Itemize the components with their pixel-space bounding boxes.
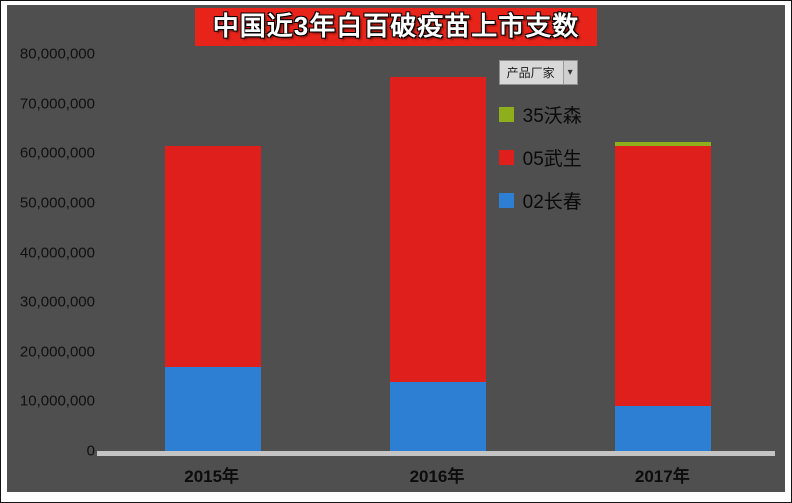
x-labels: 2015年 2016年 2017年 [99,462,785,487]
bar-segment-35沃森[interactable] [614,142,711,146]
legend-item-02长春[interactable]: 02长春 [498,187,582,214]
chart-title: 中国近3年白百破疫苗上市支数 [194,8,598,47]
bar-segment-05武生[interactable] [614,145,711,407]
legend-dropdown-label: 产品厂家 [506,66,555,81]
legend-item-35沃森[interactable]: 35沃森 [498,101,582,128]
y-tick-label: 70,000,000 [19,95,95,113]
plot-area: 产品厂家 ▾ 35沃森 05武生 02长春 [97,54,775,456]
legend-items: 35沃森 05武生 02长春 [498,101,582,214]
legend-swatch [498,193,514,209]
bar-2017年[interactable] [614,54,711,451]
bar-2015年[interactable] [165,54,262,451]
bars-container [101,54,775,451]
legend: 产品厂家 ▾ 35沃森 05武生 02长春 [498,60,582,214]
x-axis: 2015年 2016年 2017年 [7,456,785,492]
y-tick-label: 20,000,000 [19,343,95,361]
y-tick-container: 80,000,000 70,000,000 60,000,000 50,000,000… [9,46,101,460]
x-tick-label: 2017年 [634,466,690,486]
legend-label: 02长春 [522,192,582,214]
bar-segment-02长春[interactable] [614,406,711,451]
legend-item-05武生[interactable]: 05武生 [498,144,582,171]
legend-label: 05武生 [522,149,582,171]
bar-segment-05武生[interactable] [389,76,486,382]
legend-swatch [498,150,514,166]
x-tick-label: 2015年 [184,466,240,486]
bar-2016年[interactable] [389,54,486,451]
bar-segment-02长春[interactable] [165,366,262,451]
y-tick-label: 50,000,000 [19,194,95,212]
y-axis: 80,000,000 70,000,000 60,000,000 50,000,000… [9,46,101,460]
chart-area: 中国近3年白百破疫苗上市支数 80,000,000 70,000,000 60,00… [7,5,785,492]
y-tick-label: 60,000,000 [19,144,95,162]
bar-segment-05武生[interactable] [165,145,262,367]
plot-region: 80,000,000 70,000,000 60,000,000 50,000,000… [7,46,785,460]
legend-filter-dropdown[interactable]: 产品厂家 ▾ [498,60,578,86]
y-tick-label: 80,000,000 [19,45,95,63]
legend-label: 35沃森 [522,106,582,128]
y-tick-label: 30,000,000 [19,293,95,311]
y-tick-label: 40,000,000 [19,244,95,262]
bar-segment-02长春[interactable] [389,381,486,451]
x-axis-line [97,451,775,456]
x-tick-label: 2016年 [409,466,465,486]
y-tick-label: 10,000,000 [19,392,95,410]
legend-swatch [498,107,514,123]
y-tick-label: 0 [86,442,95,460]
chevron-down-icon: ▾ [562,61,577,85]
